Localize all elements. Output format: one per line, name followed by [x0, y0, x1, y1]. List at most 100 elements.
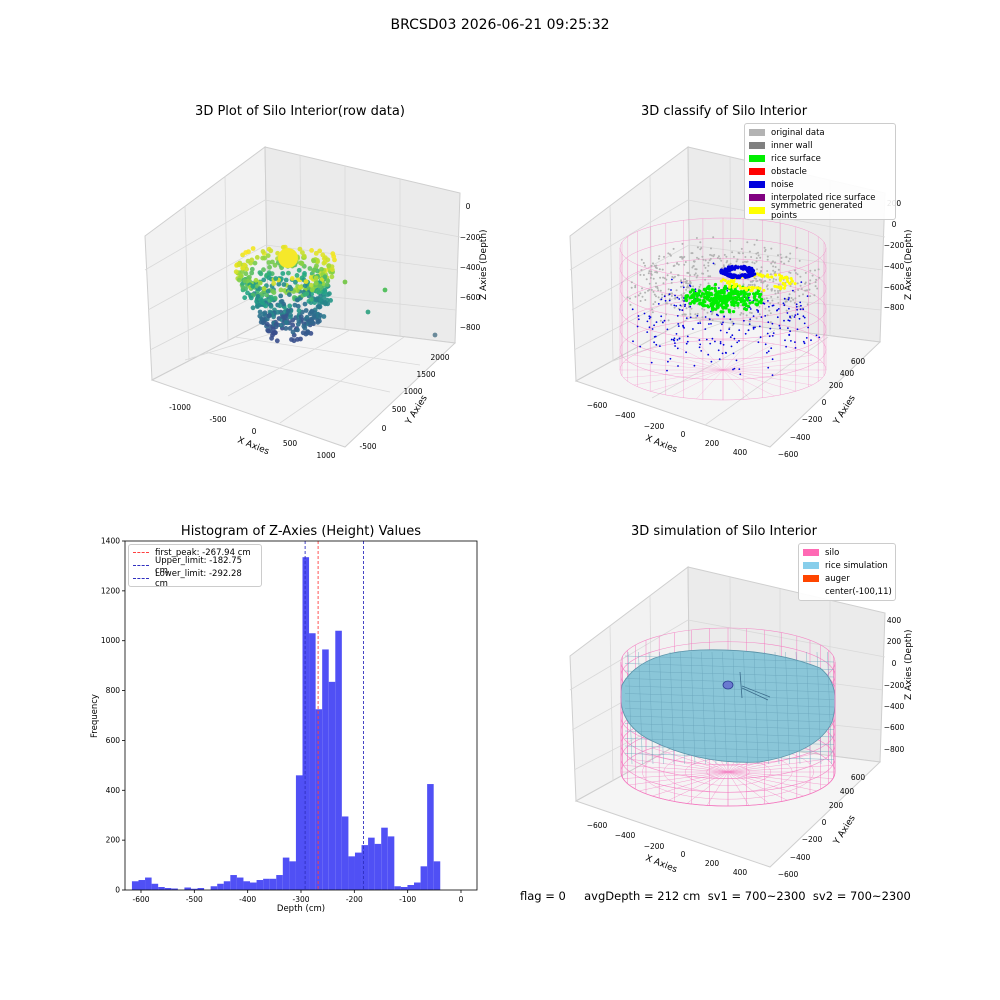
- silo-floor-spoke: [727, 758, 827, 773]
- legend-label: noise: [771, 179, 794, 190]
- classify-point: [763, 275, 766, 277]
- raw-point: [292, 287, 298, 293]
- silo-floor-ring: [684, 758, 772, 786]
- classify-point: [670, 289, 672, 291]
- classify-point: [730, 303, 734, 307]
- raw-point: [302, 283, 308, 289]
- classify-point: [647, 289, 649, 292]
- raw-point: [295, 284, 300, 289]
- classify-point: [780, 260, 783, 263]
- classify-point: [755, 290, 758, 293]
- raw-point: [318, 284, 324, 290]
- classify-point: [731, 266, 735, 270]
- raw-point: [248, 280, 254, 285]
- classify-point: [727, 292, 732, 296]
- classify-point: [694, 272, 697, 275]
- classify-point: [750, 273, 754, 278]
- classify-point: [728, 291, 732, 295]
- classify-z-tick-label: −400: [884, 262, 905, 271]
- legend-line-swatch: [133, 565, 149, 566]
- classify-point: [666, 274, 669, 277]
- classify-point: [726, 268, 730, 272]
- classify-point: [711, 306, 715, 310]
- classify-y-axis-label: Y Axies: [832, 393, 858, 427]
- classify-point: [758, 292, 762, 297]
- classify-point: [736, 292, 740, 296]
- raw-point: [326, 263, 331, 269]
- classify-point: [712, 255, 715, 258]
- raw-point: [271, 287, 276, 292]
- classify-point: [722, 269, 727, 273]
- classify-point: [737, 293, 741, 297]
- classify-point: [648, 282, 651, 285]
- raw-point: [321, 276, 327, 282]
- rice-mesh-line: [753, 651, 759, 765]
- classify-point: [634, 286, 637, 289]
- classify-point: [734, 274, 739, 279]
- classify-point: [725, 299, 729, 303]
- classify-point: [744, 288, 748, 292]
- raw-point: [316, 290, 322, 295]
- classify-point: [698, 298, 702, 302]
- raw-point: [286, 288, 291, 294]
- classify-point: [771, 358, 774, 361]
- classify-point: [747, 275, 751, 279]
- classify-point: [730, 265, 734, 269]
- classify-point: [723, 296, 727, 300]
- raw-point: [294, 297, 300, 303]
- classify-point: [741, 291, 743, 294]
- raw-point: [311, 275, 317, 281]
- classify-point: [652, 290, 655, 293]
- classify-point: [721, 297, 725, 301]
- raw-point: [319, 276, 325, 281]
- classify-point: [688, 297, 691, 300]
- classify-point: [740, 275, 744, 279]
- classify-point: [723, 299, 726, 302]
- classify-point: [719, 295, 723, 300]
- rice-mesh-line: [659, 651, 664, 765]
- raw-point: [297, 294, 303, 300]
- raw-point: [278, 263, 284, 268]
- classify-point: [729, 262, 732, 265]
- classify-point: [758, 325, 761, 328]
- histogram-y-tick-label: 0: [115, 886, 120, 895]
- classify-point: [746, 285, 749, 288]
- classify-point: [696, 274, 699, 277]
- raw-point: [260, 300, 265, 306]
- classify-point: [696, 312, 699, 315]
- raw-point: [301, 254, 307, 260]
- raw-point: [279, 317, 285, 322]
- classify-point: [756, 302, 760, 306]
- classify-point: [766, 255, 769, 258]
- raw-point: [303, 308, 309, 313]
- raw-point: [259, 316, 264, 321]
- classify-point: [706, 293, 710, 297]
- classify-point: [655, 321, 658, 323]
- raw-point: [258, 296, 263, 302]
- simulation-z-tick-label: 400: [887, 616, 902, 625]
- classify-point: [694, 298, 699, 303]
- classify-point: [730, 266, 734, 270]
- classify-point: [671, 278, 673, 281]
- histogram-bar: [309, 633, 316, 890]
- raw-point: [313, 297, 318, 302]
- classify-point: [729, 240, 732, 242]
- classify-point: [730, 280, 734, 284]
- raw-point: [288, 307, 294, 313]
- classify-point: [694, 268, 697, 271]
- simulation-plot-title: 3D simulation of Silo Interior: [631, 524, 817, 539]
- rice-mesh-line: [701, 651, 706, 765]
- classify-point: [808, 288, 811, 291]
- classify-point: [728, 268, 732, 273]
- classify-point: [766, 284, 769, 287]
- silo-floor-spoke: [638, 752, 729, 773]
- classify-point: [720, 298, 724, 302]
- raw-point: [305, 282, 310, 288]
- histogram-legend-item: Upper_limit: -182.75 cm: [129, 556, 261, 576]
- classify-point: [666, 262, 669, 265]
- classify-point: [770, 275, 774, 279]
- silo-outline: [620, 771, 836, 807]
- classify-point: [746, 269, 750, 273]
- classify-point: [673, 306, 676, 309]
- raw-z-tick-label: 0: [466, 202, 471, 211]
